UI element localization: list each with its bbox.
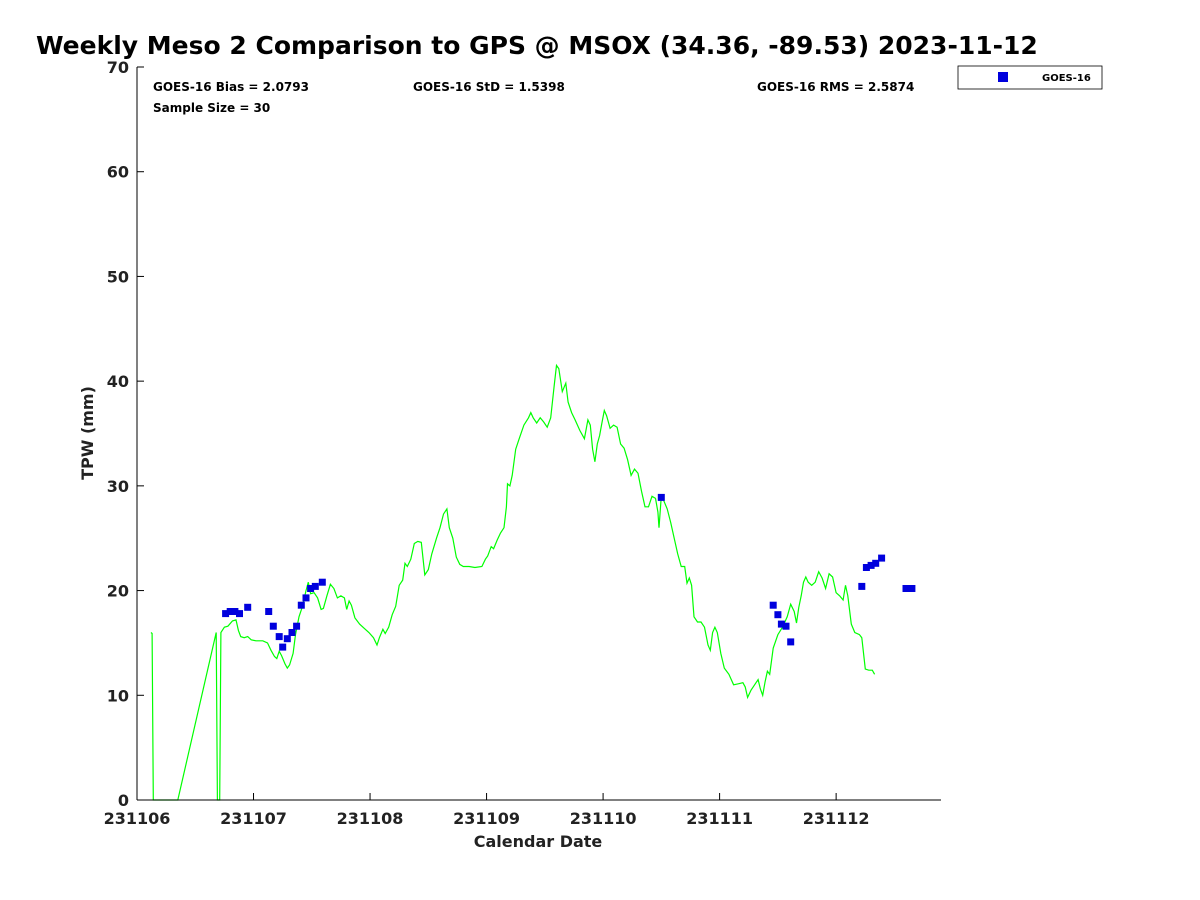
x-tick-label: 231112 <box>803 809 870 828</box>
goes16-point <box>318 578 326 586</box>
legend-marker-goes16 <box>998 72 1008 82</box>
y-axis-label: TPW (mm) <box>78 386 97 480</box>
legend-box <box>957 65 1103 90</box>
goes16-point <box>297 601 305 609</box>
sample-size-stat: Sample Size = 30 <box>153 101 270 115</box>
goes16-point <box>288 629 296 636</box>
goes16-point <box>293 622 301 630</box>
goes16-point <box>777 620 785 628</box>
y-tick-label: 70 <box>107 58 129 77</box>
x-tick-label: 231108 <box>337 809 404 828</box>
goes16-point <box>231 608 239 615</box>
x-tick-label: 231110 <box>570 809 637 828</box>
x-tick-label: 231111 <box>686 809 753 828</box>
goes16-point <box>279 643 287 651</box>
goes16-point <box>302 594 310 602</box>
goes16-point <box>244 603 252 611</box>
goes16-point <box>269 622 277 630</box>
goes16-point <box>862 564 870 571</box>
x-tick-label: 231107 <box>220 809 287 828</box>
goes16-point <box>283 635 291 643</box>
goes16-point <box>769 601 777 609</box>
goes16-point <box>872 559 880 567</box>
goes16-point <box>908 585 916 592</box>
chart-title: Weekly Meso 2 Comparison to GPS @ MSOX (… <box>36 31 1038 60</box>
y-tick-label: 40 <box>107 372 129 391</box>
x-tick-label: 231109 <box>453 809 520 828</box>
y-tick-label: 60 <box>107 163 129 182</box>
goes16-point <box>657 493 665 501</box>
x-tick-label: 231106 <box>104 809 171 828</box>
goes16-point <box>858 582 866 590</box>
y-tick-label: 20 <box>107 582 129 601</box>
goes16-point <box>867 561 875 569</box>
goes16-point <box>226 608 234 615</box>
gps-series-layer <box>150 363 876 801</box>
goes16-point <box>311 582 319 590</box>
goes16-point <box>275 633 283 641</box>
gps-series-line <box>150 363 876 801</box>
goes16-point <box>782 622 790 630</box>
y-tick-label: 10 <box>107 686 129 705</box>
goes16-point <box>774 611 782 619</box>
y-tick-label: 0 <box>118 791 129 810</box>
bias-stat: GOES-16 Bias = 2.0793 <box>153 80 309 94</box>
goes16-point <box>265 608 273 615</box>
std-stat: GOES-16 StD = 1.5398 <box>413 80 565 94</box>
rms-stat: GOES-16 RMS = 2.5874 <box>757 80 914 94</box>
legend: GOES-16 <box>957 65 1103 90</box>
y-tick-label: 30 <box>107 477 129 496</box>
goes16-series-layer <box>222 493 916 651</box>
legend-label-goes16: GOES-16 <box>1042 73 1091 84</box>
goes16-point <box>236 610 243 618</box>
goes16-point <box>878 554 886 562</box>
goes16-point <box>307 585 315 592</box>
x-axis-label: Calendar Date <box>474 832 603 851</box>
y-tick-label: 50 <box>107 267 129 286</box>
goes16-point <box>902 585 910 592</box>
goes16-point <box>222 610 230 618</box>
goes16-point <box>787 638 795 646</box>
axes: 0 10 20 30 40 50 60 70 231106 231107 231108 231109 2… <box>104 58 941 828</box>
